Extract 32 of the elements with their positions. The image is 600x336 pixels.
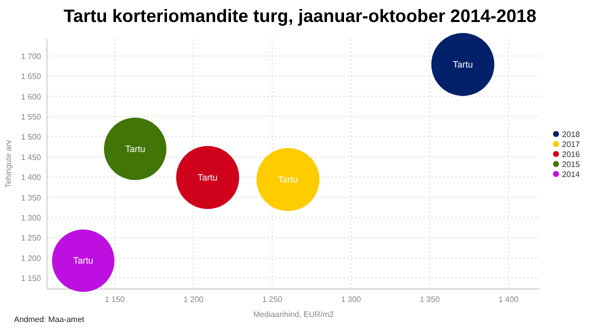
x-tick-label: 1 300 [340, 295, 362, 304]
legend-label: 2016 [562, 150, 580, 159]
y-tick-label: 1 650 [20, 72, 42, 82]
legend-label: 2015 [562, 160, 580, 169]
y-tick-label: 1 300 [20, 214, 42, 223]
x-tick-label: 1 250 [262, 295, 283, 304]
chart-title: Tartu korteriomandite turg, jaanuar-oktoober 2014-2018 [64, 6, 536, 26]
y-tick-label: 1 500 [20, 132, 42, 142]
text: Andmed: Maa-amet [14, 315, 86, 324]
legend-label: 2014 [562, 170, 580, 179]
y-tick-label: 1 400 [20, 173, 42, 182]
legend-label: 2018 [562, 130, 580, 139]
x-tick-label: 1 400 [498, 295, 520, 304]
data-label: Tartu [278, 174, 298, 185]
y-tick-label: 1 600 [20, 92, 42, 102]
y-tick-label: 1 350 [20, 193, 42, 202]
y-tick-label: 1 250 [20, 234, 42, 243]
x-tick-label: 1 200 [183, 295, 204, 304]
data-label: Tartu [198, 172, 218, 183]
y-tick-label: 1 450 [20, 152, 42, 162]
y-axis-title: Tehingute arv [4, 140, 13, 188]
x-tick-label: 1 350 [420, 295, 440, 304]
y-tick-label: 1 200 [20, 254, 42, 263]
data-label: Tartu [125, 144, 146, 154]
data-label: Tartu [73, 256, 94, 266]
x-axis-title: Mediaanhind, EUR/m2 [253, 310, 334, 319]
y-tick-label: 1 150 [20, 274, 42, 284]
y-tick-label: 1 550 [20, 112, 42, 122]
x-tick-label: 1 150 [104, 295, 126, 304]
legend-label: 2017 [562, 140, 580, 149]
data-label: Tartu [452, 59, 473, 70]
y-tick-label: 1 700 [20, 52, 42, 61]
